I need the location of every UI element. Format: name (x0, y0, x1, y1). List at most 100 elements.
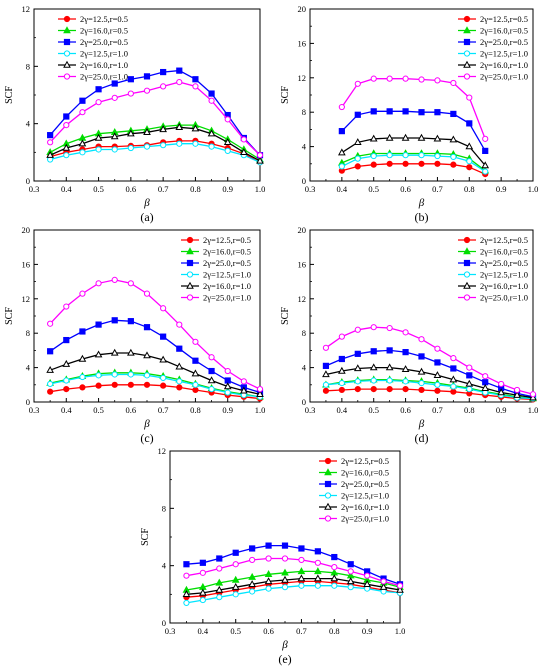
data-point (94, 350, 103, 358)
data-point (482, 168, 489, 175)
data-point (176, 321, 183, 328)
data-point (354, 111, 361, 118)
data-point (256, 390, 264, 397)
data-point (176, 79, 183, 86)
data-point (347, 568, 354, 575)
data-point (111, 371, 118, 378)
data-point (330, 574, 339, 582)
x-axis-label: β (143, 418, 150, 430)
y-tick-label: 20 (22, 225, 31, 235)
x-tick-label: 1.0 (255, 405, 266, 415)
series-line (186, 570, 401, 591)
series-line (341, 78, 486, 140)
legend-marker (63, 26, 71, 34)
panel-label: (c) (140, 431, 153, 445)
data-point (143, 324, 151, 331)
data-point (47, 348, 54, 355)
data-point (111, 276, 118, 283)
data-point (265, 585, 272, 592)
y-tick-label: 4 (26, 363, 31, 373)
data-point (498, 380, 505, 388)
legend-marker (63, 38, 71, 46)
data-point (380, 578, 387, 585)
y-tick-label: 0 (302, 176, 306, 186)
data-point (370, 75, 377, 82)
data-point (331, 564, 338, 571)
data-point (256, 156, 264, 164)
data-point (79, 97, 86, 104)
x-tick-label: 0.3 (29, 405, 40, 415)
legend-label: 2γ=25.0,r=0.5 (341, 479, 389, 489)
series-line (341, 154, 486, 173)
data-point (354, 350, 361, 357)
data-point (224, 116, 231, 123)
data-point (143, 87, 151, 94)
legend-label: 2γ=12.5,r=1.0 (341, 491, 389, 501)
data-point (386, 324, 393, 332)
x-tick-label: 0.7 (296, 626, 307, 636)
data-point (176, 378, 183, 385)
x-tick-label: 0.8 (464, 184, 475, 194)
data-point (248, 572, 256, 580)
data-point (192, 381, 199, 388)
data-point (94, 133, 103, 141)
data-point (402, 75, 409, 82)
data-point (338, 128, 345, 135)
chart-panel: 0.3 0.4 0.5 0.6 0.7 0.8 0.9 1.0 0 4 8 12 16 20 β SCF (d)… (280, 225, 538, 445)
data-point (127, 371, 134, 378)
data-point (386, 108, 393, 115)
data-point (466, 164, 473, 171)
series-line (341, 163, 486, 175)
data-point (78, 354, 87, 362)
data-point (192, 140, 199, 147)
data-point (160, 142, 167, 149)
data-point (434, 387, 441, 394)
legend-label: 2γ=12.5,r=0.5 (341, 456, 389, 466)
data-point (63, 152, 70, 159)
data-point (191, 369, 200, 377)
data-point (127, 318, 134, 325)
x-tick-label: 0.5 (230, 626, 241, 636)
y-tick-label: 0 (302, 397, 306, 407)
legend-label: 2γ=12.5,r=0.5 (480, 14, 528, 24)
data-point (513, 386, 521, 394)
y-tick-label: 8 (26, 61, 30, 71)
data-point (143, 381, 151, 388)
data-point (347, 584, 354, 591)
data-point (175, 123, 184, 130)
series-line (49, 352, 261, 395)
data-point (46, 365, 54, 373)
x-tick-label: 0.7 (158, 405, 169, 415)
y-tick-label: 0 (26, 397, 30, 407)
x-tick-label: 0.7 (432, 405, 443, 415)
data-point (433, 371, 442, 379)
legend-label: 2γ=25.0,r=1.0 (80, 72, 128, 82)
y-tick-label: 16 (22, 259, 31, 269)
legend-marker (63, 50, 71, 57)
data-point (370, 152, 377, 160)
panel-label: (e) (278, 652, 291, 666)
data-point (331, 582, 338, 589)
data-point (256, 386, 264, 393)
legend-marker (463, 50, 471, 57)
data-point (354, 386, 361, 393)
data-point (466, 364, 473, 371)
data-point (370, 161, 377, 168)
data-point (418, 152, 425, 159)
data-point (199, 559, 206, 566)
data-point (314, 574, 322, 582)
legend-label: 2γ=16.0,r=0.5 (203, 247, 251, 257)
data-point (338, 148, 346, 156)
x-axis-label: β (143, 197, 150, 209)
legend-marker (463, 26, 471, 34)
x-tick-label: 1.0 (395, 626, 406, 636)
y-axis-label: SCF (4, 307, 15, 325)
data-point (224, 389, 231, 396)
data-point (434, 160, 441, 167)
data-point (111, 80, 118, 87)
data-point (208, 367, 215, 375)
legend-marker (463, 73, 471, 80)
data-point (331, 553, 338, 561)
data-point (449, 375, 458, 383)
x-tick-label: 0.6 (126, 184, 137, 194)
